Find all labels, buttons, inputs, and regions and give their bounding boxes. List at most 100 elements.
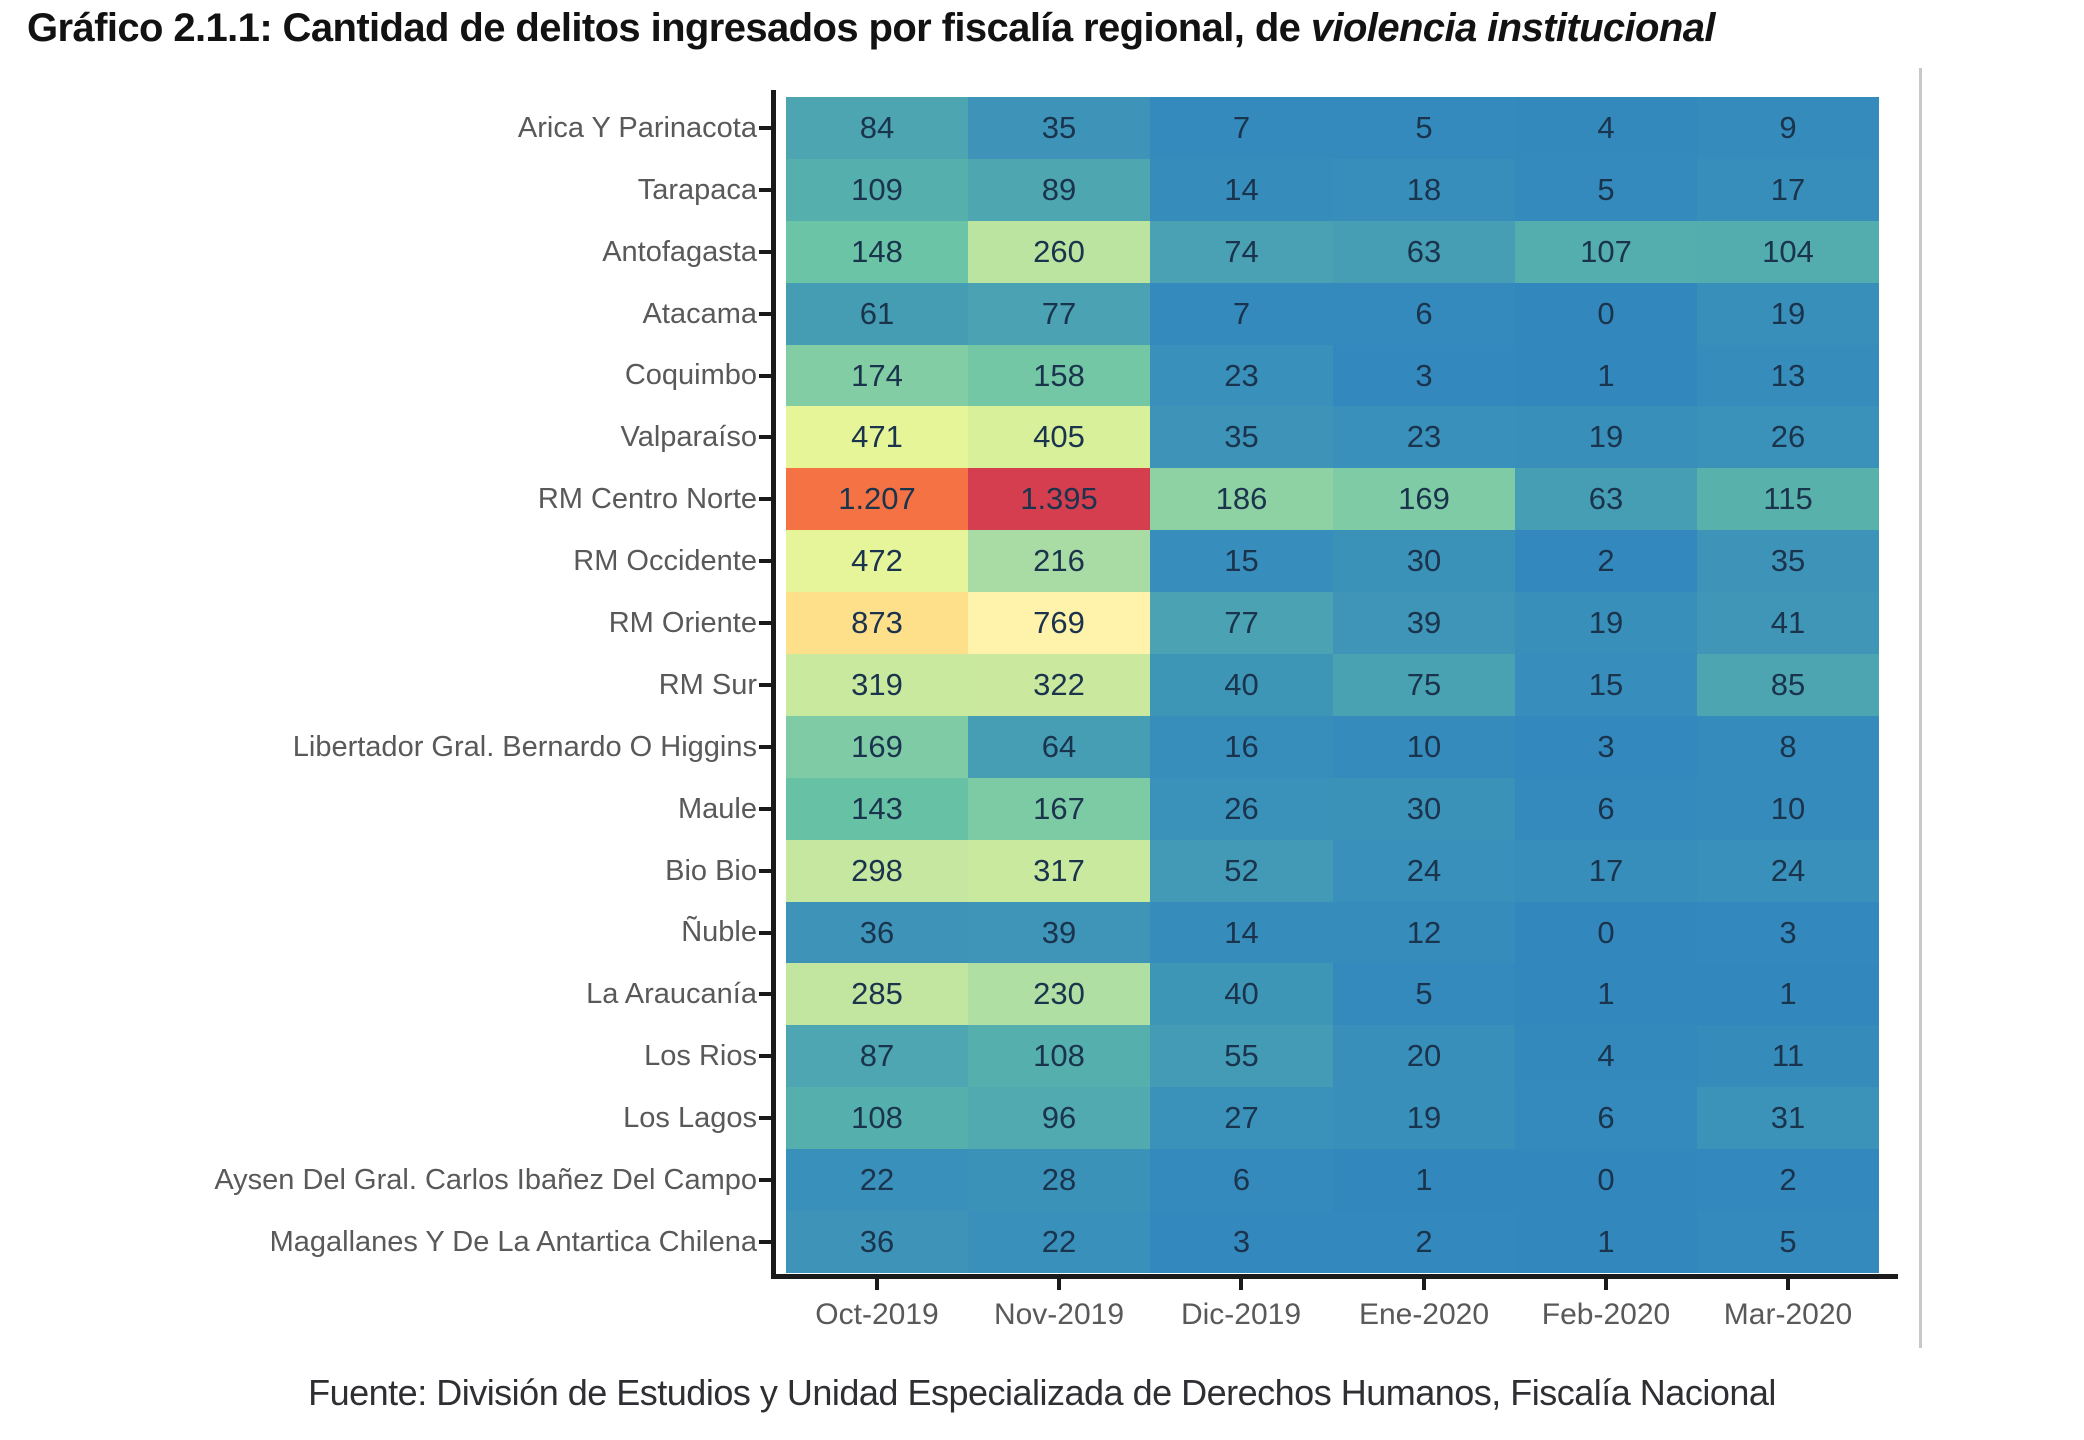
cell-value: 8 — [1779, 729, 1797, 764]
cell-value: 216 — [1033, 543, 1085, 578]
cell-value: 108 — [851, 1100, 903, 1135]
cell-value: 87 — [859, 1038, 895, 1073]
x-axis-label: Mar-2020 — [1723, 1298, 1853, 1331]
cell-value: 115 — [1763, 481, 1813, 516]
heatmap-cell: 8 — [1697, 716, 1879, 778]
heatmap-cell: 1 — [1333, 1149, 1515, 1211]
heatmap-cell: 35 — [1697, 530, 1879, 592]
heatmap-cell: 873 — [786, 592, 968, 654]
y-tick — [759, 1116, 771, 1120]
cell-value: 39 — [1406, 605, 1442, 640]
cell-value: 35 — [1770, 543, 1806, 578]
heatmap-cell: 77 — [1150, 592, 1333, 654]
cell-value: 2 — [1415, 1224, 1433, 1259]
heatmap-cell: 6 — [1150, 1149, 1333, 1211]
cell-value: 35 — [1224, 419, 1259, 454]
right-border-line — [1919, 68, 1922, 1348]
cell-value: 27 — [1224, 1100, 1259, 1135]
cell-value: 22 — [1041, 1224, 1077, 1259]
cell-value: 19 — [1770, 296, 1806, 331]
cell-value: 298 — [851, 853, 903, 888]
row-label: Bio Bio — [665, 854, 757, 887]
cell-value: 2 — [1597, 543, 1615, 578]
heatmap-cell: 5 — [1515, 159, 1697, 221]
y-tick — [759, 683, 771, 687]
cell-value: 405 — [1033, 419, 1085, 454]
chart-title-main: Gráfico 2.1.1: Cantidad de delitos ingre… — [27, 6, 1311, 50]
cell-value: 14 — [1224, 172, 1259, 207]
cell-value: 19 — [1406, 1100, 1442, 1135]
heatmap-cell: 9 — [1697, 97, 1879, 159]
heatmap-cell: 10 — [1697, 778, 1879, 840]
heatmap-cell: 317 — [968, 840, 1150, 902]
cell-value: 24 — [1770, 853, 1806, 888]
heatmap-cell: 260 — [968, 221, 1150, 283]
x-tick — [1604, 1279, 1608, 1290]
heatmap-cell: 169 — [786, 716, 968, 778]
cell-value: 36 — [859, 914, 895, 950]
heatmap-cell: 39 — [1333, 592, 1515, 654]
cell-value: 0 — [1597, 1162, 1615, 1197]
cell-value: 40 — [1224, 976, 1259, 1011]
cell-value: 5 — [1597, 172, 1615, 207]
heatmap-cell: 24 — [1697, 840, 1879, 902]
heatmap-cell: 14 — [1150, 902, 1333, 963]
cell-value: 322 — [1033, 667, 1085, 702]
heatmap-cell: 19 — [1515, 592, 1697, 654]
row-label: Ñuble — [681, 916, 757, 948]
cell-value: 1 — [1597, 357, 1615, 393]
cell-value: 85 — [1770, 667, 1806, 702]
heatmap-cell: 30 — [1333, 778, 1515, 840]
cell-value: 15 — [1224, 543, 1259, 578]
y-tick — [759, 1054, 771, 1058]
heatmap-cell: 15 — [1515, 654, 1697, 716]
cell-value: 186 — [1215, 481, 1268, 516]
row-label: Atacama — [642, 297, 757, 330]
y-tick — [759, 931, 771, 935]
heatmap-cell: 36 — [786, 902, 968, 963]
heatmap-cell: 2 — [1515, 530, 1697, 592]
heatmap-cell: 27 — [1150, 1087, 1333, 1149]
heatmap-cell: 2 — [1697, 1149, 1879, 1211]
cell-value: 7 — [1232, 296, 1251, 331]
chart-title: Gráfico 2.1.1: Cantidad de delitos ingre… — [27, 6, 2067, 51]
heatmap-cell: 1 — [1515, 345, 1697, 406]
cell-value: 7 — [1232, 110, 1251, 145]
y-tick — [759, 126, 771, 130]
heatmap-cell: 87 — [786, 1025, 968, 1087]
heatmap-cell: 13 — [1697, 345, 1879, 406]
y-tick — [759, 312, 771, 316]
heatmap-cell: 14 — [1150, 159, 1333, 221]
heatmap-cell: 4 — [1515, 1025, 1697, 1087]
heatmap-cell: 1.395 — [968, 468, 1150, 530]
cell-value: 148 — [851, 234, 903, 269]
row-label: Antofagasta — [602, 235, 757, 268]
row-label: RM Occidente — [573, 544, 757, 577]
x-axis-label: Ene-2020 — [1358, 1298, 1490, 1331]
heatmap-cell: 3 — [1150, 1211, 1333, 1273]
heatmap-cell: 2 — [1333, 1211, 1515, 1273]
heatmap-cell: 298 — [786, 840, 968, 902]
heatmap-cell: 77 — [968, 283, 1150, 345]
cell-value: 77 — [1224, 605, 1259, 640]
cell-value: 471 — [851, 419, 903, 454]
cell-value: 63 — [1588, 481, 1624, 516]
heatmap-cell: 26 — [1697, 406, 1879, 468]
heatmap-cell: 24 — [1333, 840, 1515, 902]
cell-value: 3 — [1597, 729, 1615, 764]
x-axis-label: Dic-2019 — [1180, 1298, 1302, 1331]
cell-value: 61 — [859, 296, 895, 331]
cell-value: 64 — [1041, 729, 1077, 764]
x-tick — [1422, 1279, 1426, 1290]
cell-value: 158 — [1033, 357, 1085, 393]
y-tick — [759, 374, 771, 378]
y-tick — [759, 745, 771, 749]
y-tick — [759, 807, 771, 811]
heatmap-cell: 17 — [1515, 840, 1697, 902]
cell-value: 10 — [1770, 791, 1806, 826]
cell-value: 11 — [1771, 1038, 1805, 1073]
cell-value: 13 — [1770, 357, 1806, 393]
heatmap-cell: 1 — [1515, 963, 1697, 1025]
cell-value: 5 — [1415, 976, 1433, 1011]
cell-value: 3 — [1779, 914, 1797, 950]
